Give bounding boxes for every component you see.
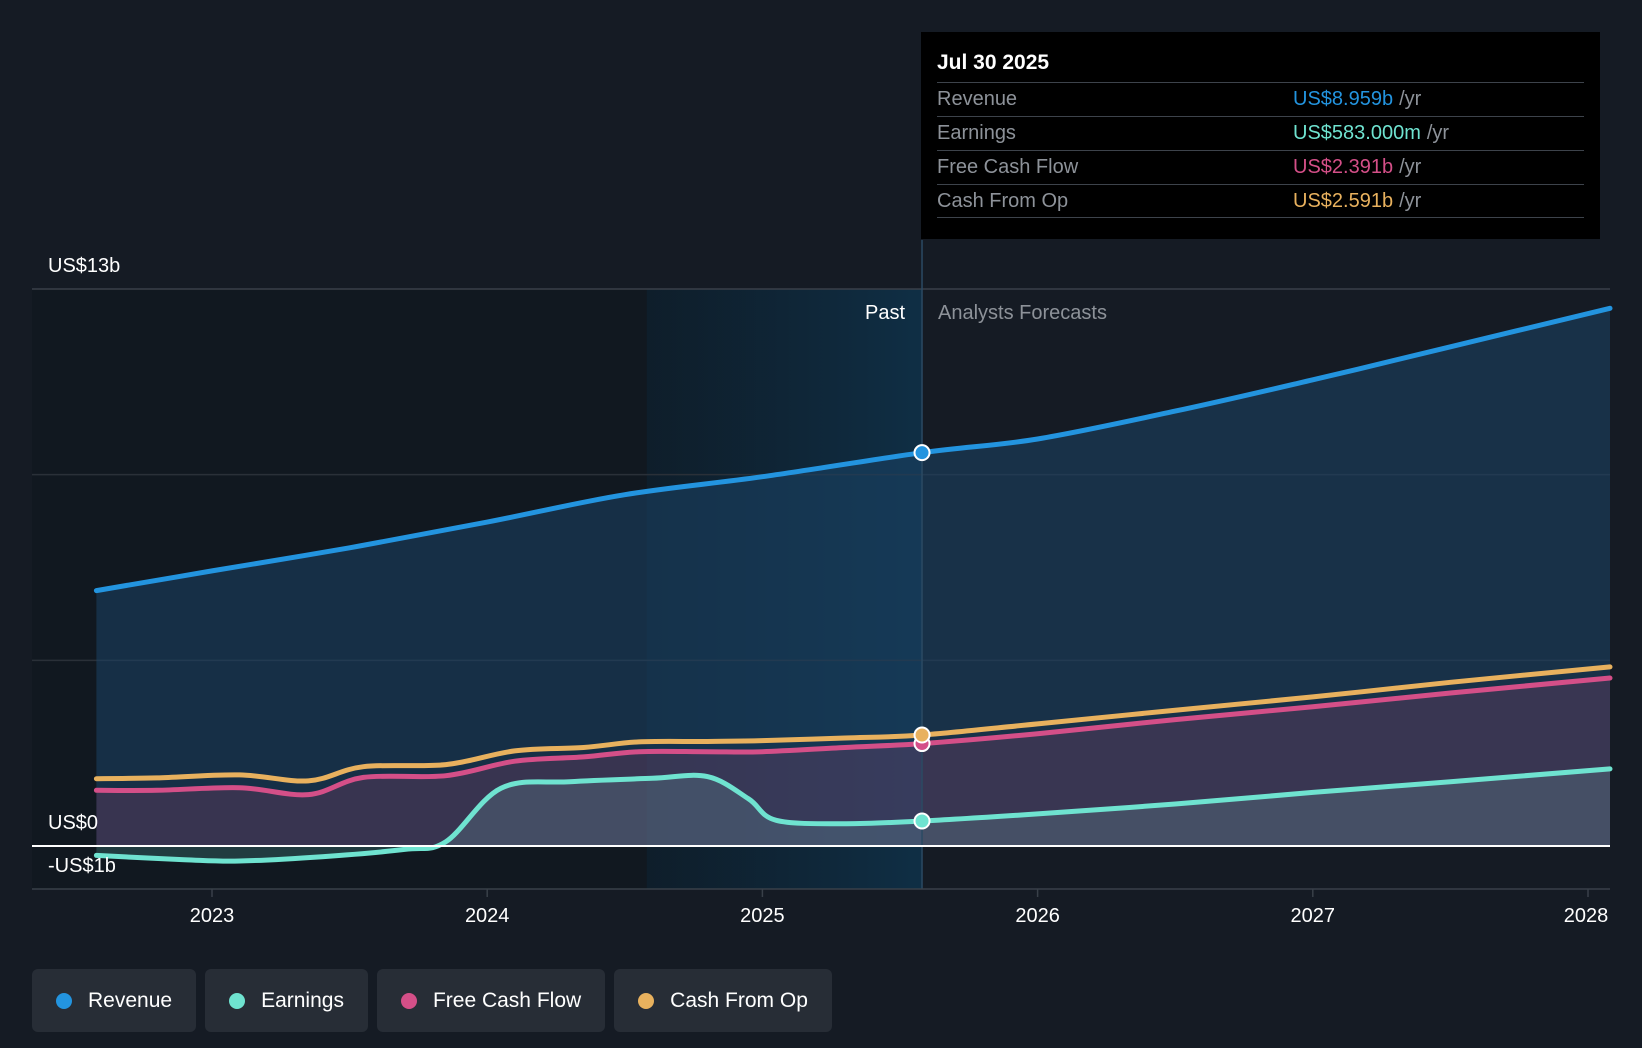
tooltip-label: Earnings (937, 122, 1016, 144)
revenue-line (93, 305, 1613, 594)
revenue-area (96, 308, 1610, 846)
legend: Revenue Earnings Free Cash Flow Cash Fro… (32, 969, 841, 1032)
x-tick-label: 2023 (190, 905, 235, 927)
tooltip-date: Jul 30 2025 (937, 51, 1050, 74)
tooltip-unit: /yr (1399, 156, 1422, 178)
tooltip-value: US$2.391b (1293, 156, 1394, 178)
tooltip-row-revenue: Revenue US$8.959b /yr (937, 82, 1584, 116)
y-tick-top: US$13b (48, 255, 120, 277)
x-tick-label: 2028 (1564, 905, 1609, 927)
tooltip-label: Revenue (937, 88, 1018, 110)
tooltip-unit: /yr (1399, 189, 1422, 212)
free-cash-flow-line (93, 675, 1613, 798)
series-lines (93, 305, 1613, 864)
legend-label: Earnings (261, 988, 344, 1012)
x-ticks: 2023 2024 2025 2026 2027 2028 (190, 889, 1609, 927)
tooltip-row-earnings: Earnings US$583.000m /yr (937, 116, 1584, 150)
legend-dot-icon (56, 992, 72, 1009)
tooltip-label: Free Cash Flow (937, 156, 1079, 178)
tooltip: Jul 30 2025 Revenue US$8.959b /yr Earnin… (921, 32, 1600, 239)
y-tick-bottom: -US$1b (48, 855, 116, 877)
legend-item-earnings[interactable]: Earnings (205, 969, 368, 1032)
tooltip-row-cash-from-op: Cash From Op US$2.591b /yr (937, 184, 1584, 218)
cash-from-op-line (93, 664, 1613, 784)
tooltip-value: US$2.591b (1293, 189, 1394, 212)
x-tick-label: 2026 (1015, 905, 1060, 927)
legend-label: Free Cash Flow (432, 988, 582, 1012)
free-cash-flow-area (96, 678, 1610, 846)
earnings-marker (913, 812, 931, 830)
legend-label: Cash From Op (670, 988, 808, 1012)
cash-from-op-marker (913, 726, 931, 744)
x-tick-label: 2025 (740, 905, 785, 927)
earnings-area (96, 768, 1610, 862)
series-areas (96, 308, 1610, 862)
legend-dot-icon (638, 992, 655, 1009)
legend-item-free-cash-flow[interactable]: Free Cash Flow (376, 969, 606, 1032)
y-tick-zero: US$0 (48, 812, 98, 834)
earnings-line (93, 766, 1613, 864)
x-tick-label: 2024 (465, 905, 510, 927)
x-tick-label: 2027 (1291, 905, 1336, 927)
revenue-marker (913, 444, 931, 462)
legend-dot-icon (229, 992, 246, 1009)
legend-label: Revenue (88, 988, 173, 1012)
legend-item-cash-from-op[interactable]: Cash From Op (614, 969, 832, 1032)
tooltip-value: US$583.000m (1293, 122, 1421, 144)
forecast-label: Analysts Forecasts (938, 302, 1107, 324)
past-label: Past (865, 302, 905, 324)
tooltip-unit: /yr (1399, 88, 1422, 110)
legend-item-revenue[interactable]: Revenue (32, 969, 197, 1032)
tooltip-value: US$8.959b (1293, 88, 1394, 110)
tooltip-label: Cash From Op (937, 189, 1069, 212)
tooltip-unit: /yr (1426, 122, 1450, 144)
tooltip-row-free-cash-flow: Free Cash Flow US$2.391b /yr (937, 150, 1584, 184)
hover-markers (913, 444, 931, 830)
legend-dot-icon (400, 992, 417, 1009)
